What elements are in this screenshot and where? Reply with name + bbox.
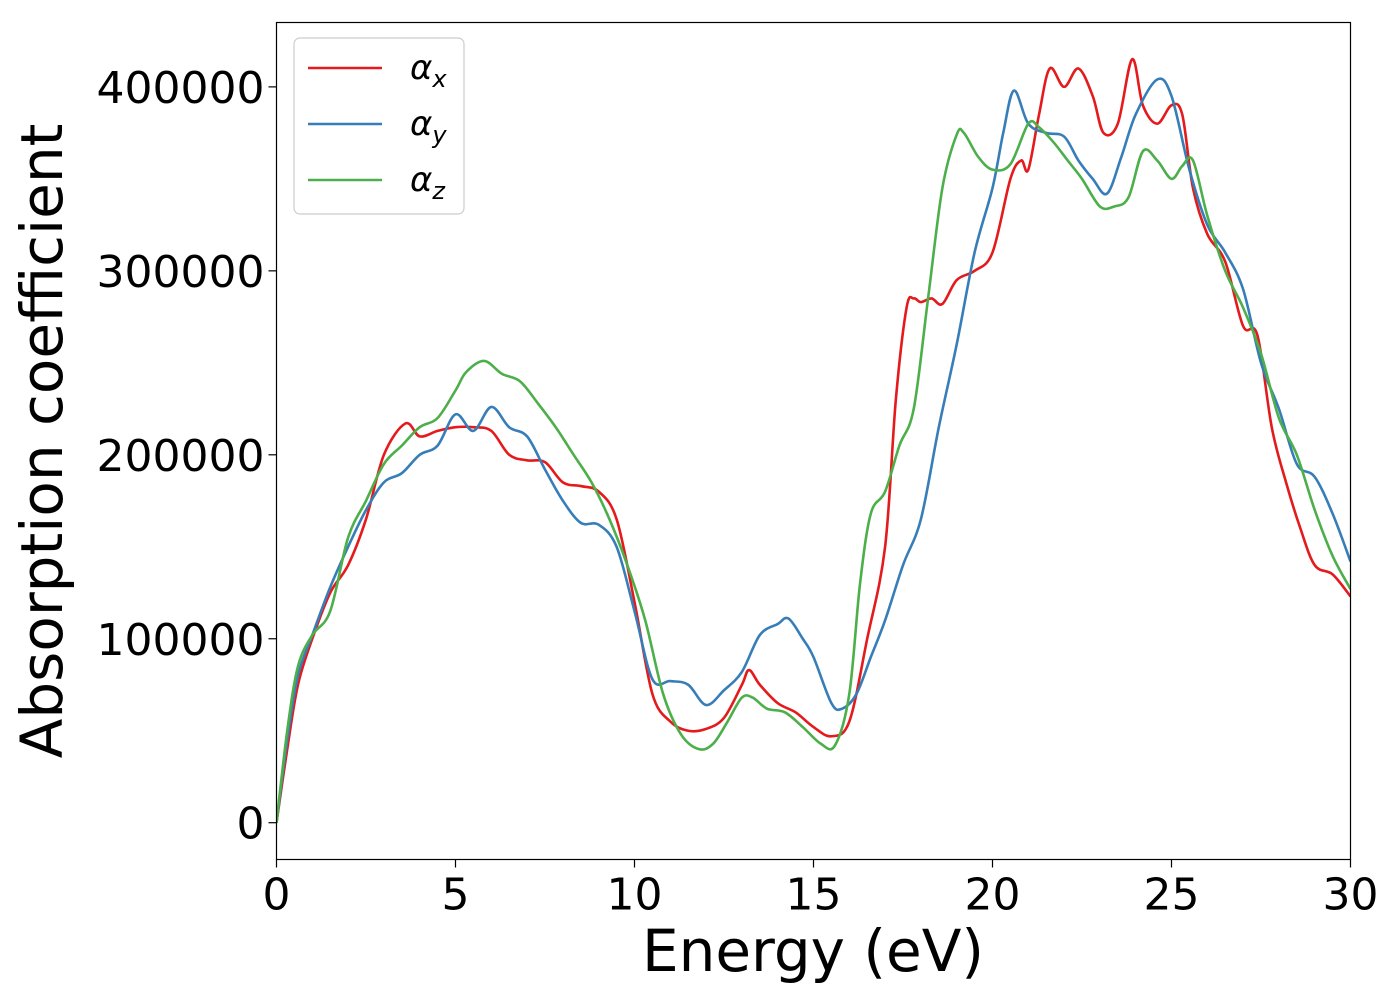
y-tick-label: 100000 (97, 615, 265, 666)
series-line-x (276, 57, 1351, 823)
y-tick-label: 0 (237, 799, 265, 850)
y-tick-label: 400000 (97, 63, 265, 114)
series-lines (276, 57, 1351, 823)
ticks-layer: 0 5 10 15 20 25 30 0 100000 200000 300000 400000 (97, 63, 1379, 921)
legend-label-y: αy (410, 104, 447, 149)
legend-label-x: αx (410, 48, 447, 93)
x-tick-label: 20 (965, 870, 1021, 921)
y-axis-title: Absorption coefficient (8, 124, 76, 759)
x-tick-label: 15 (786, 870, 842, 921)
series-layer (276, 57, 1351, 823)
y-tick-label: 300000 (97, 247, 265, 298)
legend-box (293, 37, 465, 215)
series-line-z (276, 119, 1351, 823)
x-tick-label: 10 (607, 870, 663, 921)
x-tick-label: 30 (1323, 870, 1379, 921)
x-axis-title: Energy (eV) (642, 917, 984, 985)
x-tick-label: 0 (263, 870, 291, 921)
x-tick-label: 25 (1144, 870, 1200, 921)
series-line-y (276, 77, 1351, 823)
x-tick-label: 5 (442, 870, 470, 921)
y-tick-label: 200000 (97, 431, 265, 482)
